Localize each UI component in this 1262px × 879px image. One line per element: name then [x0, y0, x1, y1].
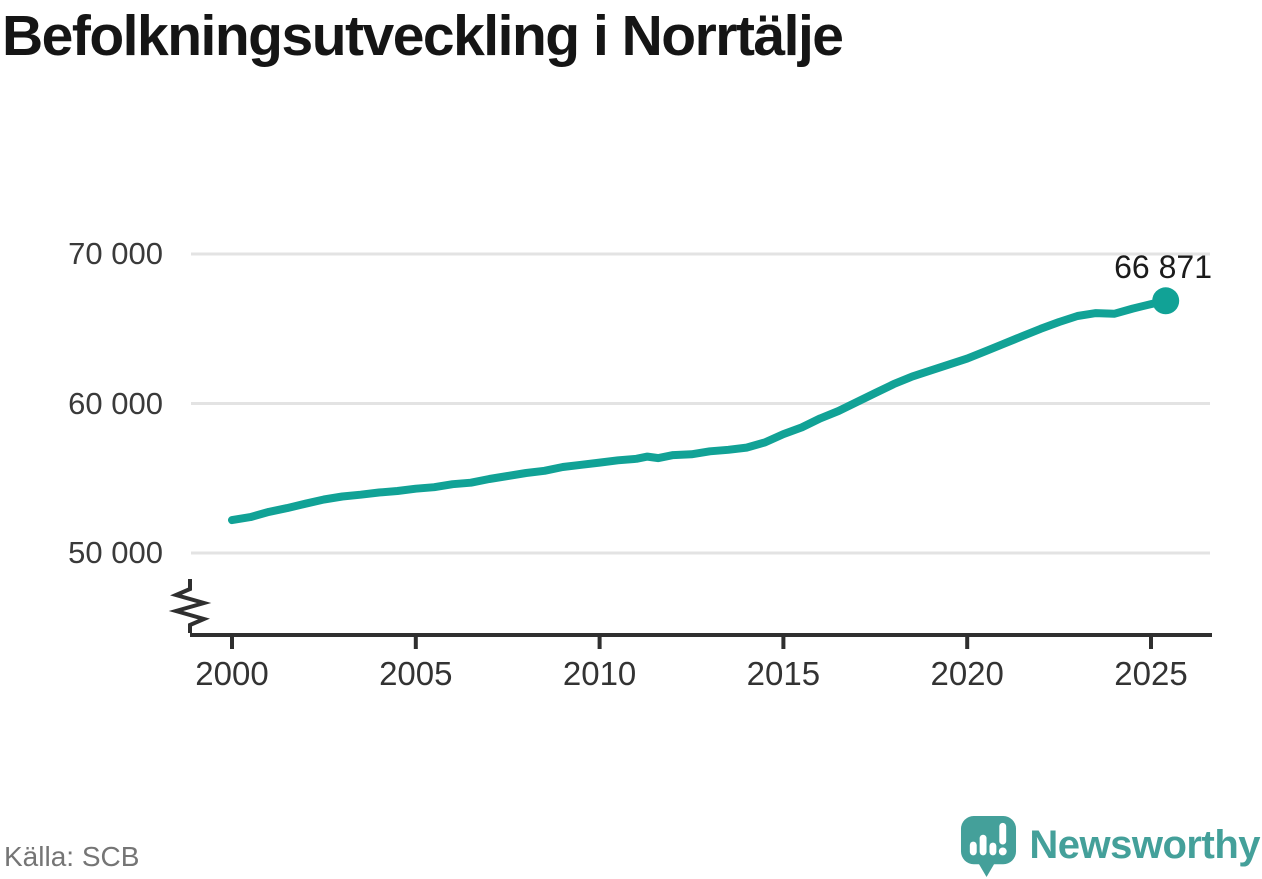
x-axis-tick-label: 2005 — [379, 655, 453, 692]
x-axis-tick-label: 2025 — [1114, 655, 1188, 692]
brand-wordmark: Newsworthy — [1029, 823, 1260, 867]
y-axis-tick-label: 50 000 — [68, 535, 163, 570]
y-axis-tick-label: 70 000 — [68, 236, 163, 271]
x-axis-tick-label: 2000 — [195, 655, 269, 692]
population-line-series — [228, 296, 1170, 525]
x-axis-tick-label: 2020 — [930, 655, 1004, 692]
brand-logo: Newsworthy — [960, 812, 1260, 878]
x-axis-tick-label: 2010 — [562, 655, 637, 692]
y-axis-tick-label: 60 000 — [68, 385, 163, 421]
chart-title: Befolkningsutveckling i Norrtälje — [2, 4, 844, 68]
endpoint-value-label: 66 871 — [1114, 249, 1212, 285]
newsworthy-chart-bubble-icon — [961, 815, 1017, 877]
y-axis-break-icon — [168, 579, 212, 633]
source-note: Källa: SCB — [4, 841, 140, 872]
endpoint-marker — [1152, 287, 1180, 315]
x-axis-tick-label: 2015 — [746, 655, 821, 692]
